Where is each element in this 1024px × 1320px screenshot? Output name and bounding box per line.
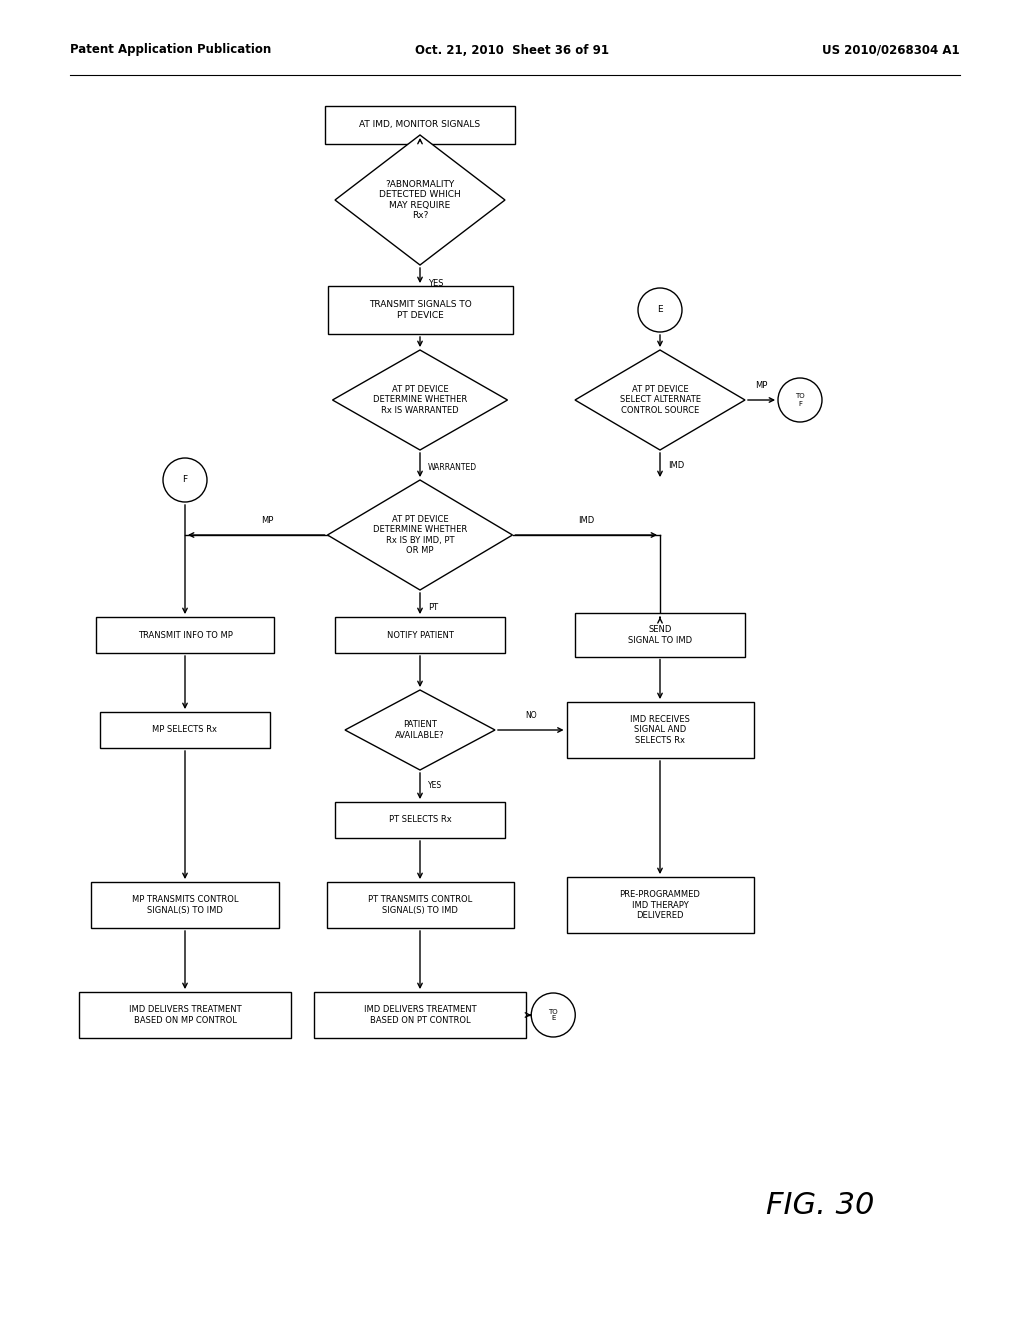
Text: IMD DELIVERS TREATMENT
BASED ON MP CONTROL: IMD DELIVERS TREATMENT BASED ON MP CONTR… (129, 1006, 242, 1024)
Polygon shape (333, 350, 508, 450)
Text: PRE-PROGRAMMED
IMD THERAPY
DELIVERED: PRE-PROGRAMMED IMD THERAPY DELIVERED (620, 890, 700, 920)
Text: E: E (657, 305, 663, 314)
Text: AT PT DEVICE
DETERMINE WHETHER
Rx IS BY IMD, PT
OR MP: AT PT DEVICE DETERMINE WHETHER Rx IS BY … (373, 515, 467, 556)
Text: YES: YES (428, 780, 442, 789)
Circle shape (531, 993, 575, 1038)
Text: TO
F: TO F (796, 393, 805, 407)
Text: AT IMD, MONITOR SIGNALS: AT IMD, MONITOR SIGNALS (359, 120, 480, 129)
FancyBboxPatch shape (79, 993, 291, 1038)
Text: TRANSMIT INFO TO MP: TRANSMIT INFO TO MP (137, 631, 232, 639)
Text: PT: PT (428, 603, 438, 612)
Text: IMD: IMD (668, 461, 684, 470)
Text: IMD: IMD (579, 516, 594, 525)
FancyBboxPatch shape (96, 616, 274, 653)
FancyBboxPatch shape (313, 993, 526, 1038)
Text: MP SELECTS Rx: MP SELECTS Rx (153, 726, 217, 734)
Text: IMD RECEIVES
SIGNAL AND
SELECTS Rx: IMD RECEIVES SIGNAL AND SELECTS Rx (630, 715, 690, 744)
Text: ?ABNORMALITY
DETECTED WHICH
MAY REQUIRE
Rx?: ?ABNORMALITY DETECTED WHICH MAY REQUIRE … (379, 180, 461, 220)
Text: PT TRANSMITS CONTROL
SIGNAL(S) TO IMD: PT TRANSMITS CONTROL SIGNAL(S) TO IMD (368, 895, 472, 915)
Text: PT SELECTS Rx: PT SELECTS Rx (389, 816, 452, 825)
FancyBboxPatch shape (575, 614, 745, 656)
Circle shape (638, 288, 682, 333)
Text: AT PT DEVICE
DETERMINE WHETHER
Rx IS WARRANTED: AT PT DEVICE DETERMINE WHETHER Rx IS WAR… (373, 385, 467, 414)
Polygon shape (335, 135, 505, 265)
Text: FIG. 30: FIG. 30 (766, 1191, 874, 1220)
Polygon shape (328, 480, 512, 590)
Text: Oct. 21, 2010  Sheet 36 of 91: Oct. 21, 2010 Sheet 36 of 91 (415, 44, 609, 57)
FancyBboxPatch shape (325, 106, 515, 144)
Circle shape (163, 458, 207, 502)
Text: SEND
SIGNAL TO IMD: SEND SIGNAL TO IMD (628, 626, 692, 644)
Circle shape (778, 378, 822, 422)
FancyBboxPatch shape (335, 616, 505, 653)
Text: NO: NO (525, 711, 537, 719)
Text: AT PT DEVICE
SELECT ALTERNATE
CONTROL SOURCE: AT PT DEVICE SELECT ALTERNATE CONTROL SO… (620, 385, 700, 414)
FancyBboxPatch shape (566, 876, 754, 933)
Text: Patent Application Publication: Patent Application Publication (70, 44, 271, 57)
Polygon shape (575, 350, 745, 450)
Text: MP: MP (756, 381, 768, 389)
Text: PATIENT
AVAILABLE?: PATIENT AVAILABLE? (395, 721, 444, 739)
Text: IMD DELIVERS TREATMENT
BASED ON PT CONTROL: IMD DELIVERS TREATMENT BASED ON PT CONTR… (364, 1006, 476, 1024)
Text: NOTIFY PATIENT: NOTIFY PATIENT (387, 631, 454, 639)
Text: TO
E: TO E (549, 1008, 558, 1022)
FancyBboxPatch shape (100, 711, 270, 748)
FancyBboxPatch shape (91, 882, 279, 928)
Text: TRANSMIT SIGNALS TO
PT DEVICE: TRANSMIT SIGNALS TO PT DEVICE (369, 300, 471, 319)
Text: YES: YES (428, 279, 443, 288)
FancyBboxPatch shape (328, 286, 512, 334)
Text: MP: MP (261, 516, 273, 525)
Polygon shape (345, 690, 495, 770)
Text: WARRANTED: WARRANTED (428, 463, 477, 473)
FancyBboxPatch shape (327, 882, 513, 928)
FancyBboxPatch shape (566, 702, 754, 758)
FancyBboxPatch shape (335, 803, 505, 838)
Text: US 2010/0268304 A1: US 2010/0268304 A1 (822, 44, 961, 57)
Text: MP TRANSMITS CONTROL
SIGNAL(S) TO IMD: MP TRANSMITS CONTROL SIGNAL(S) TO IMD (132, 895, 239, 915)
Text: F: F (182, 475, 187, 484)
